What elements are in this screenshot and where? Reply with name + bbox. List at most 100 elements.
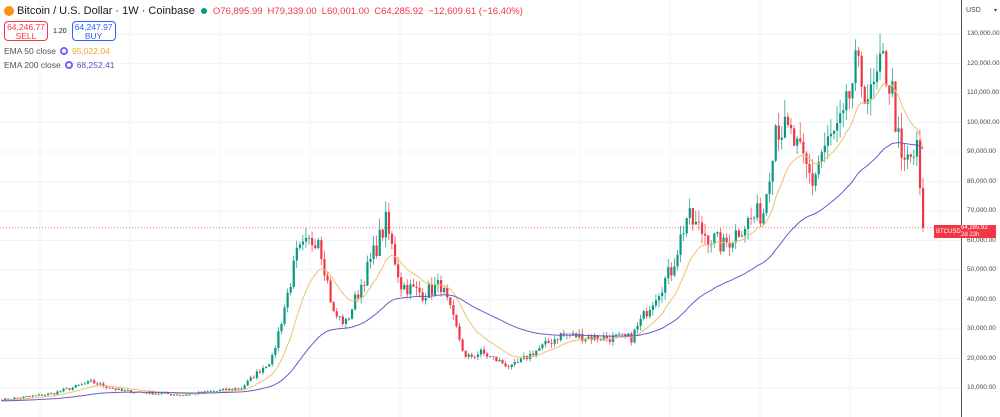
- candle-body: [915, 140, 919, 157]
- candle-body: [1, 399, 4, 401]
- candle-body: [808, 164, 811, 174]
- candle-body: [903, 157, 906, 160]
- axis-tick: 120,000.00: [967, 59, 1000, 67]
- candle-body: [642, 311, 645, 319]
- candle-body: [624, 333, 627, 337]
- candle-body: [578, 333, 581, 338]
- buy-button[interactable]: 64,247.97 BUY: [71, 21, 116, 41]
- candle-body: [111, 388, 114, 389]
- candle-body: [805, 153, 808, 165]
- candle-body: [467, 354, 470, 357]
- ema50-legend[interactable]: EMA 50 close 95,022.04: [4, 44, 523, 58]
- candle-body: [10, 399, 13, 401]
- candle-body: [866, 99, 869, 104]
- candle-body: [154, 393, 157, 395]
- sell-button[interactable]: 64,246.77 SELL: [4, 21, 48, 41]
- candle-body: [780, 137, 783, 140]
- candle-body: [83, 383, 87, 385]
- candle-body: [789, 124, 793, 129]
- candle-body: [295, 247, 298, 261]
- price-chart[interactable]: [0, 0, 960, 417]
- chevron-down-icon[interactable]: ▾: [994, 8, 998, 14]
- candle-body: [504, 363, 507, 367]
- candle-body: [922, 188, 925, 228]
- currency-selector[interactable]: USD: [966, 7, 981, 14]
- candle-body: [615, 334, 618, 336]
- candle-body: [31, 395, 34, 397]
- candle-body: [99, 383, 102, 385]
- candle-body: [160, 393, 163, 394]
- axis-tick: 110,000.00: [967, 89, 1000, 96]
- ema200-legend[interactable]: EMA 200 close 68,252.41: [4, 58, 523, 72]
- price-axis[interactable]: USD ▾ 130,000.00 120,000.00 110,000.00 100,…: [961, 0, 1000, 417]
- ema50-line: [1, 83, 924, 402]
- indicator-settings-icon[interactable]: [59, 47, 68, 55]
- candle-body: [4, 398, 7, 401]
- candle-body: [258, 371, 262, 373]
- candle-body: [771, 160, 774, 182]
- candle-body: [271, 354, 274, 365]
- candle-body: [596, 335, 599, 340]
- candle-body: [651, 305, 655, 310]
- change-value: −12,609.61 (−16.40%): [428, 5, 523, 17]
- candle-body: [329, 280, 332, 303]
- candle-body: [203, 391, 206, 393]
- candle-body: [225, 388, 228, 391]
- candle-body: [796, 138, 799, 146]
- candle-body: [839, 113, 842, 124]
- axis-tick: 40,000.00: [967, 295, 996, 303]
- candle-body: [326, 275, 329, 281]
- candle-body: [212, 391, 216, 393]
- candle-body: [323, 259, 326, 276]
- candle-body: [587, 336, 590, 339]
- axis-tick: 90,000.00: [967, 148, 996, 155]
- candle-body: [740, 235, 744, 237]
- candle-body: [350, 309, 354, 319]
- candle-body: [654, 300, 658, 306]
- candle-body: [799, 138, 802, 142]
- spread: 1.20: [53, 27, 67, 35]
- candle-body: [765, 193, 768, 214]
- candle-body: [133, 392, 136, 394]
- candle-body: [473, 356, 476, 358]
- candle-body: [863, 86, 866, 104]
- candle-body: [126, 390, 130, 391]
- candle-body: [676, 254, 679, 267]
- candle-body: [750, 218, 753, 219]
- candle-body: [857, 50, 860, 56]
- symbol-title[interactable]: Bitcoin / U.S. Dollar · 1W · Coinbase: [17, 5, 195, 17]
- candle-body: [501, 359, 504, 364]
- candle-body: [360, 284, 363, 299]
- candle-body: [369, 258, 372, 262]
- sell-price: 64,246.77: [7, 22, 45, 32]
- candle-body: [605, 336, 608, 339]
- candle-body: [829, 133, 833, 137]
- candle-body: [759, 203, 762, 224]
- candle-body: [697, 221, 701, 223]
- candle-body: [200, 392, 203, 393]
- candle-body: [532, 353, 535, 356]
- candle-body: [869, 84, 873, 100]
- axis-tick: 10,000.00: [967, 384, 996, 391]
- candle-body: [572, 333, 575, 336]
- candle-body: [756, 203, 759, 218]
- candle-body: [108, 387, 111, 389]
- candle-body: [482, 349, 486, 354]
- candle-body: [440, 280, 443, 293]
- candle-body: [185, 395, 188, 396]
- candle-body: [53, 393, 56, 395]
- candle-body: [403, 284, 406, 290]
- candle-body: [393, 243, 397, 265]
- candle-body: [845, 91, 848, 111]
- candle-body: [783, 116, 787, 138]
- candle-body: [390, 233, 394, 244]
- candle-body: [891, 81, 894, 94]
- candle-body: [753, 217, 756, 219]
- candle-body: [464, 350, 467, 357]
- candle-body: [175, 394, 179, 396]
- candle-body: [274, 348, 277, 355]
- candle-body: [888, 85, 891, 94]
- indicator-settings-icon[interactable]: [64, 61, 73, 69]
- candle-body: [304, 238, 308, 242]
- candle-body: [436, 280, 440, 285]
